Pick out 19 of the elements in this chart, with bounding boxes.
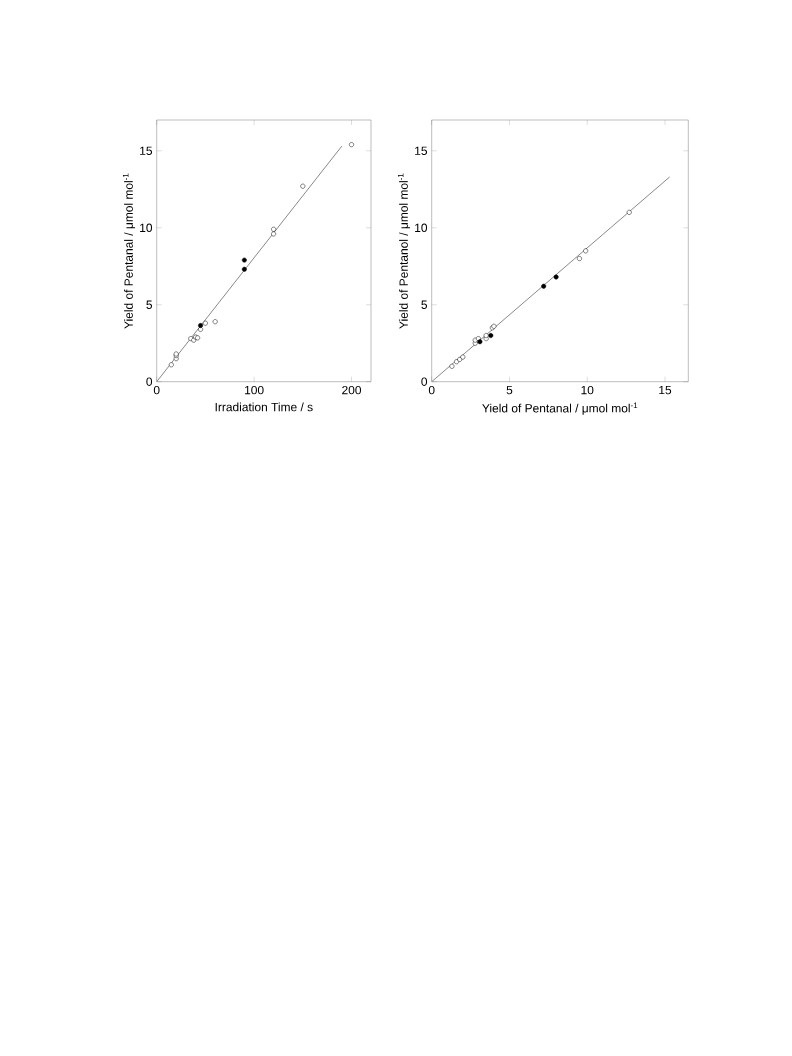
x-tick-label: 5 (506, 385, 513, 395)
x-axis-title: Yield of Pentanal / μmol mol$^{-1}$ (482, 402, 638, 415)
x-tick-label: 15 (659, 385, 672, 395)
x-tick-label: 0 (428, 385, 435, 395)
y-axis-title: Yield of Pentanal / μmol mol$^{-1}$ (122, 173, 136, 329)
y-tick-label: 5 (146, 300, 153, 309)
x-axis-title: Irradiation Time / s (215, 402, 313, 412)
x-tick-label: 0 (153, 385, 160, 395)
x-tick-label: 200 (342, 385, 362, 395)
y-tick-label: 0 (146, 377, 153, 386)
y-tick-label: 15 (415, 146, 428, 155)
y-tick-label: 10 (140, 223, 153, 232)
y-tick-label: 5 (421, 300, 428, 309)
y-axis-title: Yield of Pentanol / μmol mol$^{-1}$ (397, 173, 411, 329)
x-tick-label: 100 (245, 385, 264, 395)
y-tick-label: 10 (415, 223, 428, 232)
y-tick-label: 0 (421, 377, 428, 386)
x-tick-label: 10 (581, 385, 594, 395)
y-tick-label: 15 (140, 146, 153, 155)
